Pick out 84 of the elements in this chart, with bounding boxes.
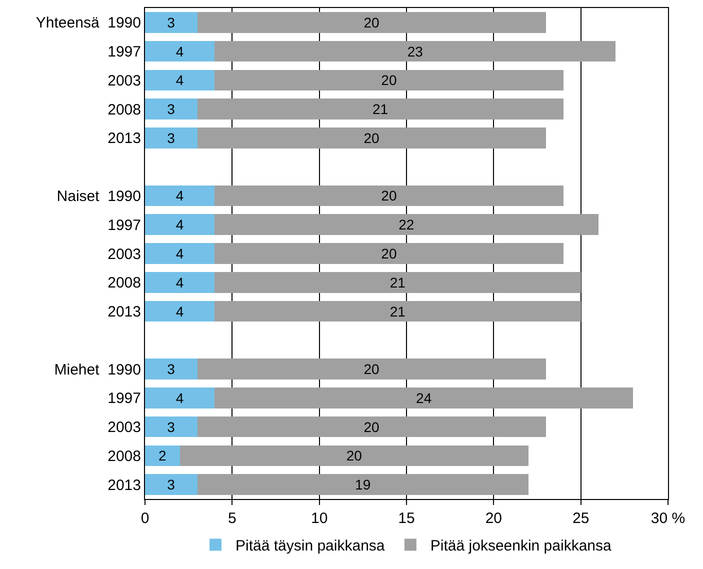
- data-label: 3: [167, 361, 176, 378]
- data-label: 4: [176, 216, 184, 233]
- bar: [214, 388, 634, 408]
- data-label: 4: [176, 188, 184, 204]
- bar: [197, 474, 529, 495]
- y-tick-label: 2003: [108, 72, 141, 90]
- y-tick-label: Naiset 1990: [56, 188, 141, 205]
- bar: [145, 12, 198, 33]
- bar: [145, 185, 215, 206]
- y-tick-label: 1997: [108, 390, 141, 408]
- y-tick-label: 2008: [108, 448, 141, 465]
- data-label: 3: [167, 101, 176, 118]
- bar: [145, 474, 198, 495]
- data-label: 4: [176, 246, 184, 262]
- data-label: 4: [176, 274, 184, 290]
- x-tick-label: 15: [398, 510, 415, 527]
- x-tick-label: 5: [228, 510, 236, 527]
- bar: [214, 300, 581, 322]
- legend-label: Pitää jokseenkin paikkansa: [430, 538, 612, 555]
- y-tick-label: Yhteensä 1990: [36, 14, 141, 32]
- data-label: 3: [167, 418, 176, 435]
- bar: [145, 98, 198, 120]
- x-tick-label: 10: [310, 510, 328, 527]
- data-label: 20: [381, 72, 397, 88]
- bar: [197, 416, 546, 438]
- bar: [214, 40, 616, 62]
- data-label: 20: [346, 448, 362, 464]
- data-label: 24: [416, 390, 432, 406]
- y-tick-label: 2013: [108, 130, 141, 148]
- bar: [197, 98, 564, 120]
- y-tick-label: 2003: [108, 246, 141, 263]
- bar: [145, 388, 215, 408]
- data-label: 21: [390, 303, 406, 320]
- data-label: 4: [176, 303, 184, 320]
- bar: [145, 272, 215, 293]
- bar: [145, 128, 198, 148]
- y-tick-label: 2008: [108, 274, 141, 292]
- bar: [145, 358, 198, 380]
- data-label: 20: [364, 130, 380, 146]
- x-tick-label: 20: [485, 510, 502, 527]
- data-label: 4: [176, 390, 184, 406]
- bar: [197, 128, 546, 148]
- data-label: 21: [372, 101, 388, 118]
- x-tick-label: 0: [140, 510, 150, 527]
- x-tick-label: 30 %: [650, 510, 686, 527]
- y-tick-label: 1997: [108, 44, 141, 61]
- bar: [145, 214, 215, 236]
- bar: [197, 12, 546, 33]
- data-label: 20: [381, 188, 397, 204]
- bar: [145, 243, 215, 264]
- data-label: 21: [390, 274, 406, 290]
- data-label: 2: [158, 448, 166, 464]
- y-tick-label: 1997: [108, 216, 141, 234]
- data-label: 20: [364, 418, 380, 435]
- bar: [214, 70, 564, 91]
- bar: [145, 445, 180, 466]
- data-label: 3: [167, 130, 176, 146]
- y-tick-label: 2013: [108, 476, 141, 494]
- bar: [180, 445, 529, 466]
- y-tick-label: 2008: [108, 101, 141, 118]
- bar: [145, 40, 215, 62]
- data-label: 22: [398, 216, 414, 233]
- bar: [214, 214, 598, 236]
- bar: [197, 358, 546, 380]
- legend-label: Pitää täysin paikkansa: [236, 538, 386, 555]
- data-label: 20: [364, 361, 380, 378]
- data-label: 4: [176, 72, 184, 88]
- data-label: 23: [407, 43, 424, 60]
- y-tick-label: 2003: [108, 419, 141, 436]
- y-tick-label: 2013: [108, 304, 141, 321]
- data-label: 20: [364, 14, 380, 30]
- data-label: 20: [381, 246, 397, 262]
- bar: [214, 272, 581, 293]
- x-tick-label: 25: [572, 510, 590, 527]
- data-label: 3: [167, 14, 176, 30]
- data-label: 4: [176, 43, 184, 60]
- data-label: 3: [167, 476, 176, 493]
- bar: [145, 416, 198, 438]
- bar: [145, 70, 215, 91]
- data-label: 19: [355, 476, 371, 493]
- bar: [145, 300, 215, 322]
- bar: [214, 185, 564, 206]
- bar: [214, 243, 564, 264]
- y-tick-label: Miehet 1990: [54, 361, 141, 378]
